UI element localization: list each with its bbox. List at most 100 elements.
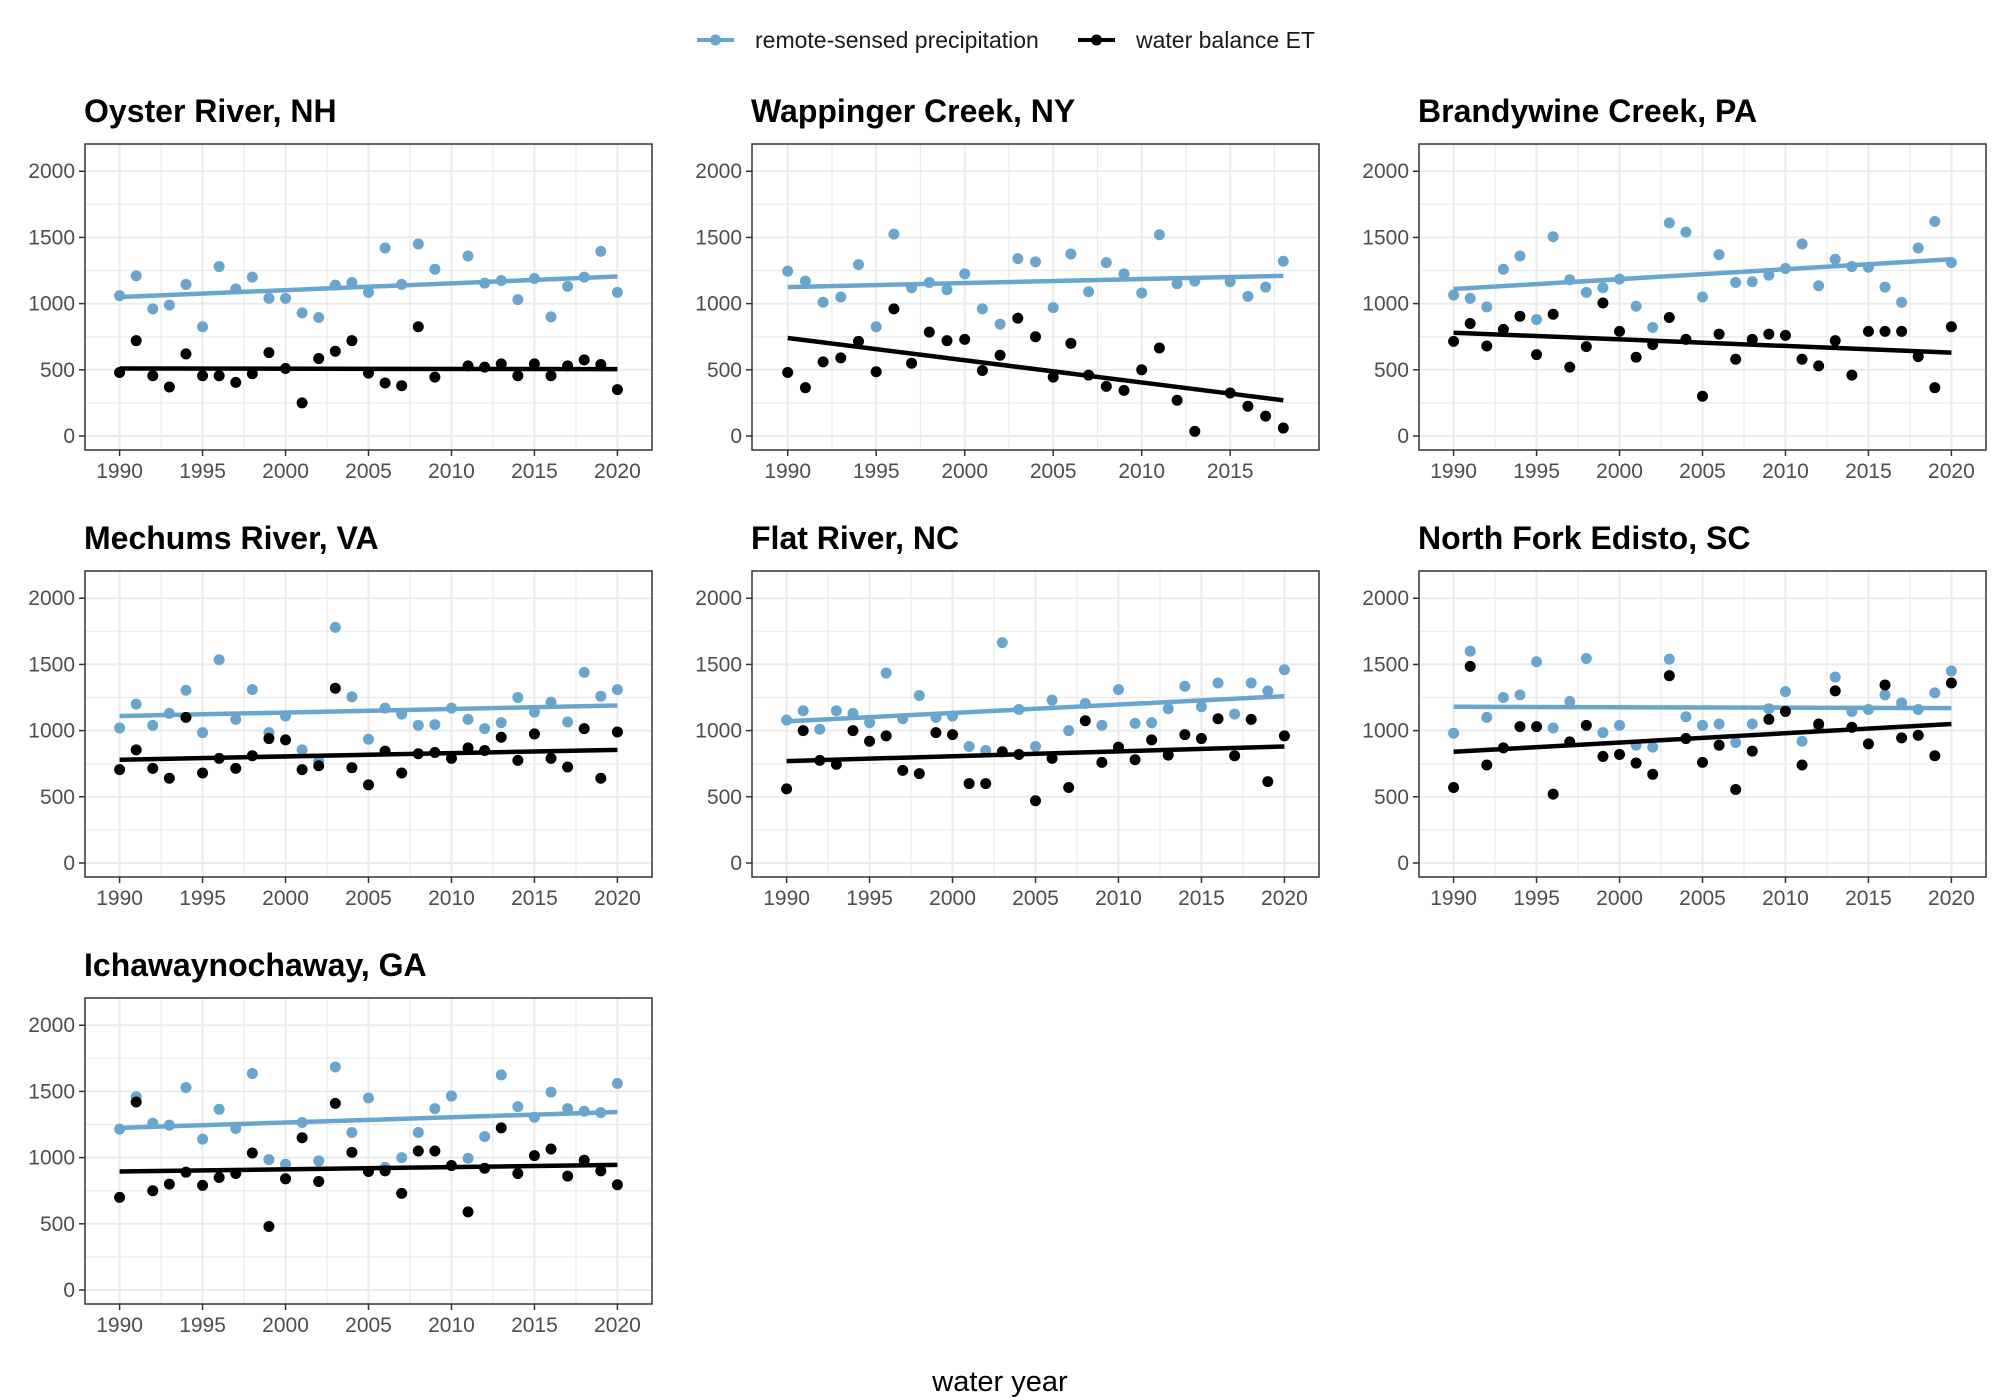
et-point — [412, 1145, 424, 1157]
et-point — [429, 746, 441, 758]
et-point — [1260, 410, 1272, 422]
y-tick-label: 1000 — [28, 293, 75, 316]
panel-5: Flat River, NC 0 500 1000 1500 2000 1990 1995 20… — [695, 520, 1320, 910]
precipitation-point — [263, 1154, 275, 1166]
et-point — [1564, 361, 1576, 373]
et-point — [1597, 297, 1609, 309]
x-tick-label: 2010 — [1118, 460, 1165, 483]
et-point — [495, 358, 507, 370]
precipitation-point — [1146, 717, 1158, 729]
et-point — [1497, 323, 1509, 335]
x-tick-label: 1995 — [1513, 887, 1560, 910]
x-tick-label: 2015 — [511, 1314, 558, 1337]
precipitation-point — [1680, 226, 1692, 238]
precipitation-point — [246, 271, 258, 283]
precipitation-point — [1796, 735, 1808, 747]
et-point — [280, 1173, 292, 1185]
y-tick-label: 1500 — [1362, 226, 1409, 249]
legend-precipitation-key-point — [710, 34, 721, 46]
y-tick-label: 500 — [1374, 786, 1409, 809]
et-point — [246, 750, 258, 762]
precipitation-point — [611, 684, 623, 696]
et-point — [197, 767, 209, 779]
legend-et-key-point — [1091, 34, 1102, 46]
et-point — [1912, 729, 1924, 741]
et-point — [479, 1162, 491, 1174]
et-point — [996, 746, 1008, 758]
et-point — [1514, 721, 1526, 733]
precipitation-point — [799, 275, 811, 287]
panel-2: Wappinger Creek, NY 0 500 1000 1500 2000 1990 1… — [695, 93, 1320, 483]
et-point — [870, 366, 882, 378]
et-point — [611, 726, 623, 738]
et-point — [1813, 360, 1825, 372]
et-point — [1929, 382, 1941, 394]
et-point — [163, 1178, 175, 1190]
precipitation-point — [578, 666, 590, 678]
precipitation-point — [512, 1101, 524, 1113]
y-tick-label: 1000 — [695, 720, 742, 743]
et-point — [1846, 721, 1858, 733]
et-point — [1162, 749, 1174, 761]
precipitation-point — [495, 717, 507, 729]
precipitation-point — [512, 294, 524, 306]
precipitation-point — [1118, 268, 1130, 280]
x-tick-label: 2005 — [345, 1314, 392, 1337]
precipitation-point — [782, 265, 794, 277]
precipitation-point — [1096, 719, 1108, 731]
et-point — [163, 381, 175, 393]
precipitation-point — [1046, 694, 1058, 706]
et-point — [1448, 335, 1460, 347]
et-point — [1464, 660, 1476, 672]
precipitation-point — [263, 292, 275, 304]
precipitation-point — [197, 321, 209, 333]
precipitation-point — [528, 1111, 540, 1123]
precipitation-point — [1531, 656, 1543, 668]
precipitation-point — [835, 291, 847, 303]
panel-border — [751, 570, 1320, 878]
precipitation-point — [1242, 290, 1254, 302]
precipitation-point — [1497, 263, 1509, 275]
et-point — [1547, 308, 1559, 320]
et-point — [263, 733, 275, 745]
et-point — [379, 377, 391, 389]
et-point — [1531, 721, 1543, 733]
y-tick-label: 0 — [63, 425, 75, 448]
et-point — [296, 397, 308, 409]
et-point — [923, 326, 935, 338]
precipitation-trend-line — [787, 273, 1284, 290]
et-point — [462, 360, 474, 372]
precipitation-point — [429, 1103, 441, 1115]
precipitation-point — [864, 717, 876, 729]
x-tick-label: 1990 — [96, 460, 143, 483]
et-trend-line — [1453, 721, 1952, 755]
et-point — [230, 762, 242, 774]
et-point — [1580, 341, 1592, 353]
precipitation-point — [1030, 741, 1041, 753]
precipitation-point — [1136, 287, 1148, 299]
precipitation-point — [1846, 705, 1858, 717]
precipitation-point — [1195, 701, 1207, 713]
et-point — [1945, 321, 1957, 333]
x-tick-label: 2015 — [1845, 460, 1892, 483]
et-point — [1245, 713, 1257, 725]
y-tick-label: 1500 — [28, 653, 75, 676]
et-point — [545, 752, 557, 764]
et-point — [1030, 331, 1041, 343]
et-point — [213, 752, 225, 764]
precipitation-point — [870, 321, 882, 333]
precipitation-point — [1680, 711, 1692, 723]
et-point — [1564, 736, 1576, 748]
et-point — [147, 1185, 159, 1197]
precipitation-point — [180, 684, 192, 696]
x-tick-label: 2000 — [929, 887, 976, 910]
precipitation-point — [114, 722, 126, 734]
precipitation-point — [1879, 689, 1891, 701]
precipitation-point — [213, 654, 225, 666]
precipitation-point — [1945, 257, 1957, 269]
precipitation-point — [959, 268, 971, 280]
et-point — [163, 772, 175, 784]
panel-4: Mechums River, VA 0 500 1000 1500 2000 1990 199… — [28, 520, 653, 910]
et-point — [1663, 670, 1675, 682]
